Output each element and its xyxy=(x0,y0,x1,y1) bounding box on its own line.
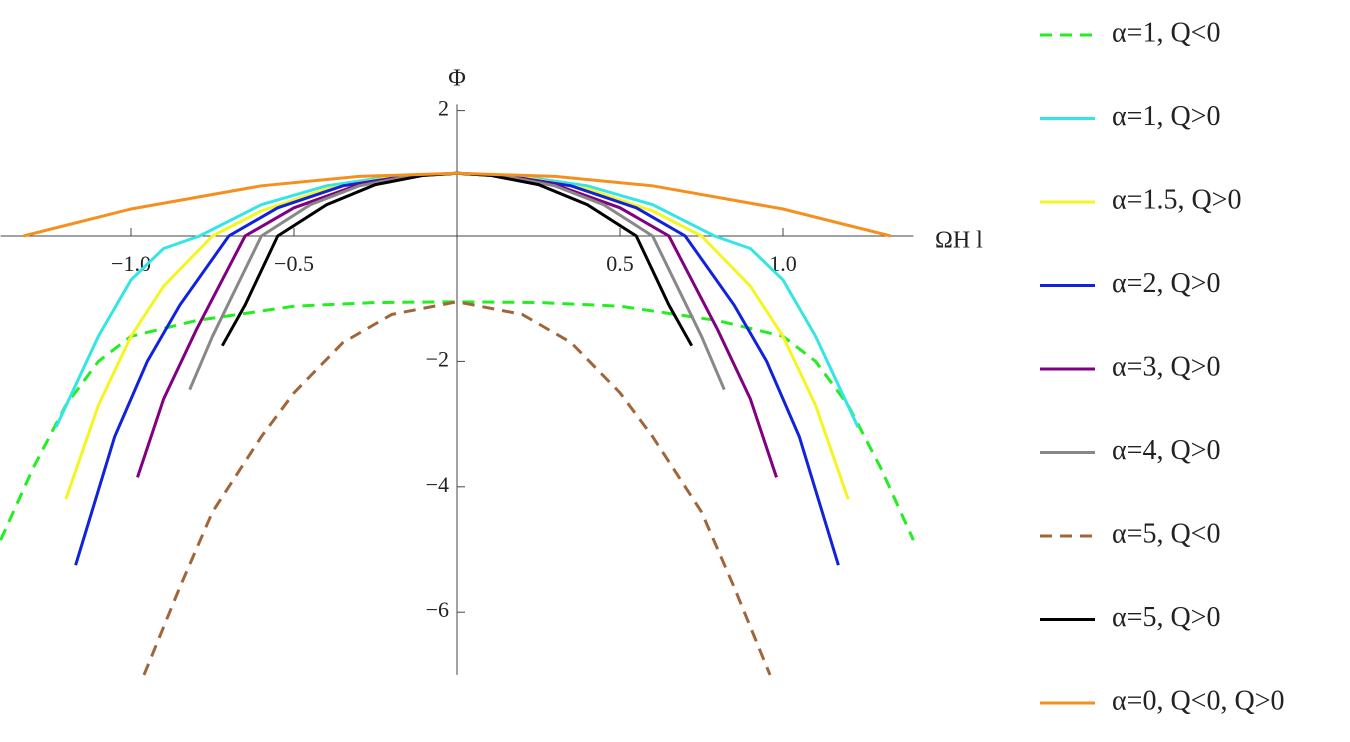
y-tick-label: −2 xyxy=(426,346,449,371)
x-tick-label: −1.0 xyxy=(111,251,151,276)
legend-label: α=1.5, Q>0 xyxy=(1112,184,1241,215)
x-tick-label: 0.5 xyxy=(606,251,634,276)
series-line xyxy=(142,300,772,676)
legend-label: α=5, Q>0 xyxy=(1112,602,1220,633)
x-tick-label: −0.5 xyxy=(274,251,314,276)
series-line xyxy=(0,300,915,541)
x-axis-label: ΩH l xyxy=(935,228,983,254)
legend-label: α=4, Q>0 xyxy=(1112,435,1220,466)
legend-label: α=0, Q<0, Q>0 xyxy=(1112,685,1284,716)
y-tick-label: −4 xyxy=(426,472,449,497)
y-axis-label: Φ xyxy=(448,66,466,92)
legend-label: α=1, Q>0 xyxy=(1112,101,1220,132)
legend-label: α=1, Q<0 xyxy=(1112,17,1220,48)
legend-label: α=3, Q>0 xyxy=(1112,351,1220,382)
y-tick-label: 2 xyxy=(438,96,449,121)
series-line xyxy=(23,171,891,238)
y-tick-label: −6 xyxy=(426,597,449,622)
legend-label: α=2, Q>0 xyxy=(1112,268,1220,299)
legend-label: α=5, Q<0 xyxy=(1112,518,1220,549)
